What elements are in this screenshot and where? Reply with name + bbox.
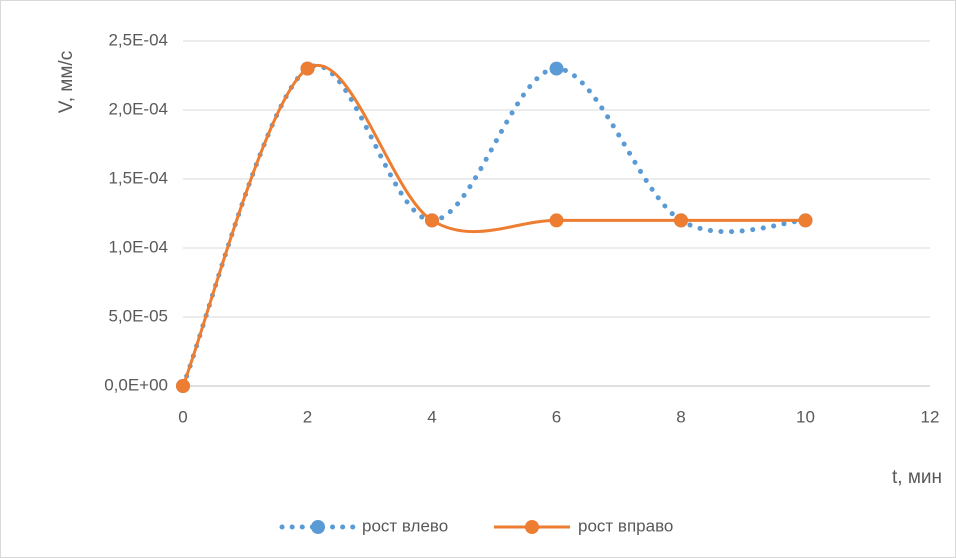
data-point (549, 213, 564, 228)
legend-label-left: рост влево (362, 516, 448, 535)
data-point (425, 213, 439, 228)
x-tick-labels: 0 2 4 6 8 10 12 (178, 407, 939, 426)
x-tick-label: 6 (552, 407, 561, 426)
x-axis-title: t, мин (892, 467, 942, 488)
series-left (176, 61, 813, 393)
legend-swatch-left-marker (311, 520, 325, 534)
data-point (798, 213, 813, 228)
series-layer (176, 61, 813, 393)
data-point (300, 61, 315, 76)
x-tick-label: 10 (796, 407, 815, 426)
gridlines (183, 40, 930, 387)
x-tick-label: 2 (303, 407, 312, 426)
y-tick-labels: 0,0E+00 5,0E-05 1,0E-04 1,5E-04 2,0E-04 2,5E-… (104, 30, 168, 394)
series-right (176, 61, 813, 393)
x-tick-label: 4 (427, 407, 436, 426)
y-axis-title: V, мм/с (56, 51, 77, 113)
data-point (674, 213, 688, 228)
y-tick-label: 0,0E+00 (104, 375, 168, 394)
legend-item-right: рост вправо (494, 516, 673, 535)
y-tick-label: 2,5E-04 (108, 30, 168, 49)
legend-label-right: рост вправо (578, 516, 673, 535)
y-tick-label: 2,0E-04 (108, 99, 168, 118)
y-tick-label: 5,0E-05 (108, 306, 168, 325)
y-tick-label: 1,5E-04 (108, 168, 168, 187)
y-tick-label: 1,0E-04 (108, 237, 168, 256)
legend-swatch-right-marker (525, 520, 539, 534)
data-point (176, 379, 190, 393)
x-tick-label: 0 (178, 407, 187, 426)
x-tick-label: 8 (676, 407, 685, 426)
data-point (549, 61, 564, 76)
x-tick-label: 12 (921, 407, 940, 426)
legend: рост влево рост вправо (279, 516, 673, 535)
legend-item-left: рост влево (279, 516, 448, 535)
series-line (181, 64, 806, 387)
